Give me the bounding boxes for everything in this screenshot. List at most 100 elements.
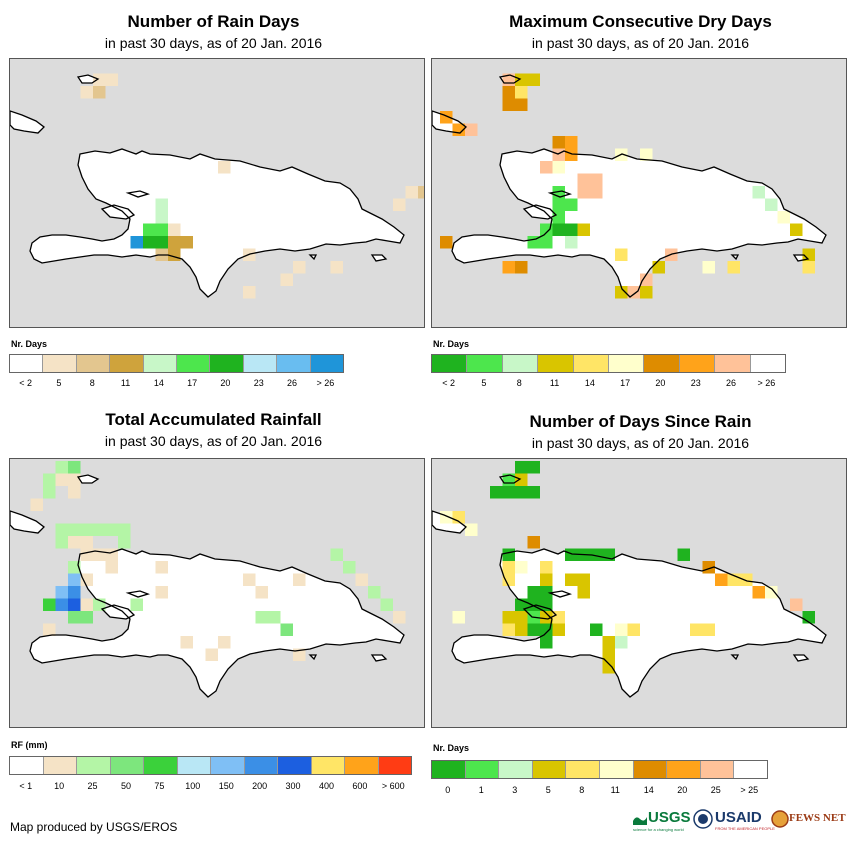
legend-swatch <box>532 761 567 778</box>
coastline <box>76 474 100 484</box>
grid-cell <box>155 561 168 574</box>
panel-rain-days: Number of Rain Days in past 30 days, as … <box>0 0 427 420</box>
legend-swatch <box>432 355 468 372</box>
grid-cell <box>218 161 231 174</box>
grid-cell <box>55 586 68 599</box>
legend-swatch <box>277 355 311 372</box>
grid-cell <box>690 623 703 636</box>
grid-cell <box>615 636 628 649</box>
coastline <box>100 204 136 220</box>
coastline <box>498 474 522 484</box>
grid-cell <box>577 186 590 199</box>
grid-cell <box>515 486 528 499</box>
panel-title: Total Accumulated Rainfall <box>105 410 322 429</box>
grid-cell <box>752 586 765 599</box>
legend-label: 26 <box>726 378 737 388</box>
grid-cell <box>93 86 106 99</box>
panel-subtitle: in past 30 days, as of 20 Jan. 2016 <box>531 435 750 451</box>
grid-cell <box>355 573 368 586</box>
coastline <box>451 148 827 298</box>
grid-cell <box>293 648 306 661</box>
legend-label: 17 <box>620 378 631 388</box>
legend-labels: < 2 5 8 11 14 17 20 23 26 > 26 <box>431 378 784 390</box>
grid-cell <box>590 186 603 199</box>
legend-swatch <box>210 355 244 372</box>
grid-cell <box>640 148 653 161</box>
usgs-logo-text: USGS <box>648 809 691 826</box>
coastline <box>10 110 45 134</box>
grid-cell <box>740 573 753 586</box>
legend-label: 3 <box>512 785 518 795</box>
grid-cell <box>293 261 306 274</box>
legend-swatch <box>432 761 466 778</box>
grid-cell <box>540 636 553 649</box>
legend-swatch <box>144 757 178 774</box>
map-total-rainfall <box>9 458 425 728</box>
legend-label: 75 <box>154 781 165 791</box>
legend-swatch <box>644 355 680 372</box>
grid-cell <box>280 623 293 636</box>
grid-cell <box>55 461 68 474</box>
grid-cell <box>68 486 81 499</box>
grid-cell <box>68 573 81 586</box>
grid-cell <box>80 523 93 536</box>
grid-cell <box>243 573 256 586</box>
grid-cell <box>527 536 540 549</box>
coastline <box>125 590 151 598</box>
grid-cell <box>293 573 306 586</box>
grid-cell <box>155 586 168 599</box>
grid-cell <box>205 648 218 661</box>
legend-swatch <box>609 355 645 372</box>
grid-cell <box>80 573 93 586</box>
legend-label: 14 <box>153 378 164 388</box>
coastline <box>76 74 100 84</box>
grid-cell <box>43 598 56 611</box>
grid-cell <box>68 586 81 599</box>
legend-swatch <box>566 761 600 778</box>
legend-swatch <box>143 355 178 372</box>
coastline <box>10 510 45 534</box>
panel-max-dry-days: Maximum Consecutive Dry Days in past 30 … <box>427 0 854 420</box>
legend-label: > 26 <box>316 378 335 388</box>
grid-cell <box>68 611 81 624</box>
grid-cell <box>552 161 565 174</box>
legend-swatch <box>573 355 610 372</box>
legend-label: 8 <box>516 378 522 388</box>
legend-label: < 1 <box>19 781 33 791</box>
grid-cell <box>552 198 565 211</box>
panel-title: Maximum Consecutive Dry Days <box>509 12 772 31</box>
legend-label: 600 <box>352 781 368 791</box>
legend-bar <box>9 354 344 373</box>
legend-swatch <box>211 757 245 774</box>
grid-cell <box>255 611 268 624</box>
legend-swatch <box>77 757 111 774</box>
coastline <box>547 590 573 598</box>
coastline <box>308 254 318 261</box>
grid-cell <box>180 236 193 249</box>
map-credit: Map produced by USGS/EROS <box>10 820 178 834</box>
panel-title: Number of Days Since Rain <box>529 412 752 431</box>
map-canvas <box>10 73 424 299</box>
legend-label: 10 <box>54 781 65 791</box>
grid-cell <box>502 623 515 636</box>
grid-cell <box>268 611 281 624</box>
coastline <box>522 604 558 620</box>
legend-label: 20 <box>655 378 666 388</box>
grid-cell <box>68 536 81 549</box>
grid-cell <box>652 261 665 274</box>
legend-swatch <box>502 355 539 372</box>
legend-label: 11 <box>549 378 560 388</box>
panel-days-since-rain: Number of Days Since Rain in past 30 day… <box>427 400 854 820</box>
grid-cell <box>243 286 256 299</box>
grid-cell <box>565 223 578 236</box>
grid-cell <box>502 561 515 574</box>
grid-cell <box>602 636 615 649</box>
grid-cell <box>155 223 168 236</box>
grid-cell <box>452 611 465 624</box>
legend-swatch <box>378 757 411 774</box>
grid-cell <box>80 548 93 561</box>
grid-cell <box>502 573 515 586</box>
grid-cell <box>802 261 815 274</box>
legend-swatch <box>715 355 751 372</box>
legend-label: 14 <box>584 378 595 388</box>
